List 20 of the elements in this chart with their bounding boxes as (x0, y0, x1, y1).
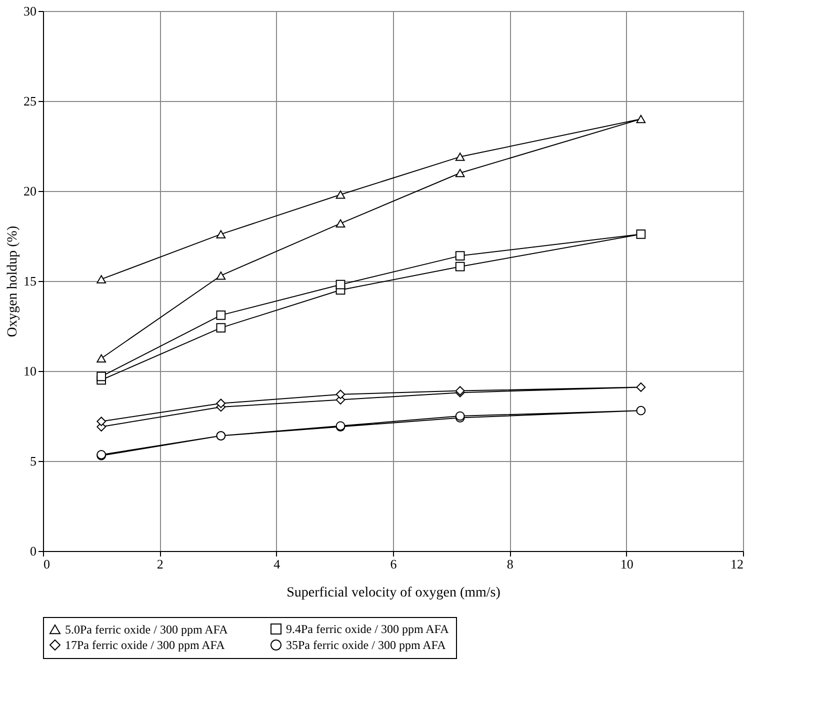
x-tick-label: 12 (730, 556, 744, 572)
y-tick-label: 30 (24, 4, 36, 18)
x-axis-title: Superficial velocity of oxygen (mm/s) (286, 586, 501, 600)
y-tick-label: 0 (30, 544, 36, 558)
legend-label: 9.4Pa ferric oxide / 300 ppm AFA (286, 622, 450, 636)
x-tick-label: 2 (156, 556, 164, 572)
legend-label: 17Pa ferric oxide / 300 ppm AFA (65, 638, 226, 652)
y-tick-label: 15 (24, 274, 36, 288)
y-axis-title: Oxygen holdup (%) (6, 226, 20, 338)
y-tick-label: 20 (24, 184, 36, 198)
x-tick-label: 4 (274, 556, 281, 572)
x-tick-label: 10 (620, 556, 634, 572)
legend-label: 5.0Pa ferric oxide / 300 ppm AFA (65, 622, 228, 636)
y-tick-label: 25 (24, 94, 36, 108)
x-tick-label: 6 (390, 556, 398, 572)
y-tick-label: 5 (30, 454, 36, 468)
legend-label: 35Pa ferric oxide / 300 ppm AFA (286, 638, 446, 652)
x-tick-label: 8 (506, 556, 514, 572)
x-tick-label: 0 (44, 556, 50, 572)
y-tick-label: 10 (24, 364, 36, 378)
